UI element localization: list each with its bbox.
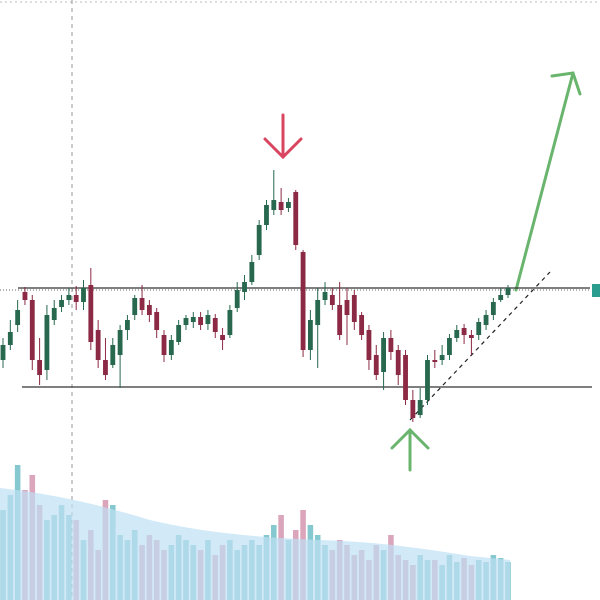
candle-body (205, 315, 211, 324)
candle-body (183, 318, 189, 325)
candle-body (198, 317, 204, 325)
candle-body (344, 300, 350, 315)
candle-body (329, 295, 335, 305)
candle-body (425, 360, 430, 400)
candle-body (81, 288, 86, 302)
candle-body (190, 317, 196, 322)
candle-body (351, 295, 357, 322)
candle-body (381, 338, 386, 372)
candle-body (132, 298, 138, 315)
candle-body (359, 315, 365, 335)
candle-body (154, 312, 160, 330)
candle-body (417, 400, 423, 415)
candle-body (249, 262, 255, 282)
candle-body (388, 338, 394, 352)
candle-body (366, 330, 372, 360)
candle-body (439, 355, 445, 360)
candle-body (88, 285, 94, 342)
candle-body (168, 340, 174, 355)
candle-body (300, 252, 306, 350)
candle-body (15, 310, 21, 325)
candle-body (44, 315, 50, 370)
candle-body (432, 360, 438, 362)
candle-body (322, 292, 328, 300)
candle-body (476, 322, 482, 335)
candle-body (286, 202, 291, 208)
candle-body (403, 355, 408, 400)
candle-body (95, 330, 101, 360)
candle-body (29, 300, 35, 360)
candle-body (227, 310, 233, 335)
candle-body (73, 295, 79, 302)
candle-body (146, 305, 152, 315)
candle-body (220, 335, 225, 340)
candle-body (293, 192, 299, 245)
candle-body (139, 298, 145, 310)
candle-body (264, 205, 269, 225)
candle-body (410, 400, 416, 418)
candle-body (7, 332, 13, 345)
candle-body (242, 282, 247, 292)
candle-body (278, 202, 284, 210)
down-arrow (263, 113, 303, 160)
candle-body (176, 325, 182, 342)
volume-average-area (0, 488, 510, 600)
trend-line (409, 271, 551, 421)
candle-body (59, 300, 64, 307)
target-arrow (514, 71, 582, 292)
candle-body (256, 225, 262, 255)
candle-body (271, 200, 277, 210)
candle-body (22, 292, 28, 300)
candle-body (454, 330, 460, 338)
candle-body (234, 290, 240, 308)
candle-body (447, 338, 452, 355)
candle-body (505, 288, 511, 295)
candle-body (395, 350, 401, 375)
candle-body (66, 295, 72, 300)
candle-body (315, 300, 321, 325)
candle-body (498, 295, 504, 300)
candle-body (51, 308, 57, 320)
candle-body (468, 335, 474, 338)
candle-body (110, 345, 116, 365)
candle-body (483, 315, 489, 325)
candle-body (117, 330, 123, 355)
candle-body (373, 355, 379, 375)
candle-body (103, 360, 108, 375)
candle-body (161, 335, 167, 355)
candle-body (337, 305, 343, 335)
candle-body (307, 320, 313, 350)
candle-body (461, 328, 467, 335)
candle-body (212, 318, 218, 332)
candle-body (37, 360, 43, 375)
candle-body (490, 302, 496, 315)
up-arrow (390, 427, 430, 472)
candle-body (125, 320, 130, 330)
candle-body (0, 345, 6, 360)
price-tag (592, 284, 600, 297)
